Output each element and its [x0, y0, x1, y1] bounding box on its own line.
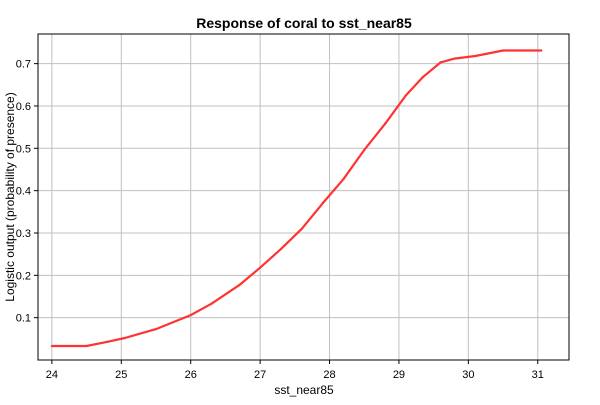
y-tick-label: 0.5 [16, 143, 31, 155]
x-axis-label: sst_near85 [274, 383, 334, 397]
data-point [189, 314, 192, 317]
data-point [238, 283, 241, 287]
data-point [85, 344, 88, 348]
chart-title: Response of coral to sst_near85 [196, 15, 412, 31]
data-point [404, 94, 407, 97]
x-tick-label: 28 [323, 369, 335, 381]
y-tick-label: 0.4 [16, 186, 31, 198]
data-point [50, 344, 53, 348]
y-tick-label: 0.6 [16, 101, 31, 113]
y-axis: 0.1 0.2 0.3 0.4 0.5 0.6 0.7 [16, 59, 38, 325]
data-point [321, 202, 324, 205]
x-tick-label: 25 [115, 369, 127, 381]
x-tick-label: 27 [254, 369, 266, 381]
x-tick-label: 24 [46, 369, 58, 381]
plot-frame [37, 33, 570, 361]
y-tick-label: 0.7 [16, 59, 31, 71]
data-point [363, 148, 366, 152]
grid [38, 34, 569, 360]
series-group [50, 49, 543, 348]
y-tick-label: 0.3 [16, 228, 31, 240]
data-point [342, 178, 345, 181]
data-point [422, 75, 425, 78]
y-tick-label: 0.2 [16, 270, 31, 282]
x-tick-label: 31 [532, 369, 544, 381]
data-point [123, 336, 126, 340]
series-line [51, 49, 542, 348]
data-point [453, 57, 456, 60]
data-point [300, 227, 303, 230]
data-point [279, 247, 283, 251]
data-point [540, 49, 543, 52]
data-point [501, 49, 505, 52]
x-axis: 24 25 26 27 28 29 30 31 [46, 360, 544, 381]
data-point [383, 122, 387, 125]
data-point [154, 327, 158, 331]
x-tick-label: 29 [393, 369, 405, 381]
data-point [439, 61, 442, 64]
data-point [210, 302, 213, 305]
data-point [474, 54, 477, 58]
data-point [106, 340, 109, 343]
y-tick-label: 0.1 [16, 313, 31, 325]
x-tick-label: 30 [462, 369, 474, 381]
data-point [259, 266, 262, 269]
y-axis-label: Logistic output (probability of presence… [3, 92, 17, 301]
x-tick-label: 26 [185, 369, 197, 381]
